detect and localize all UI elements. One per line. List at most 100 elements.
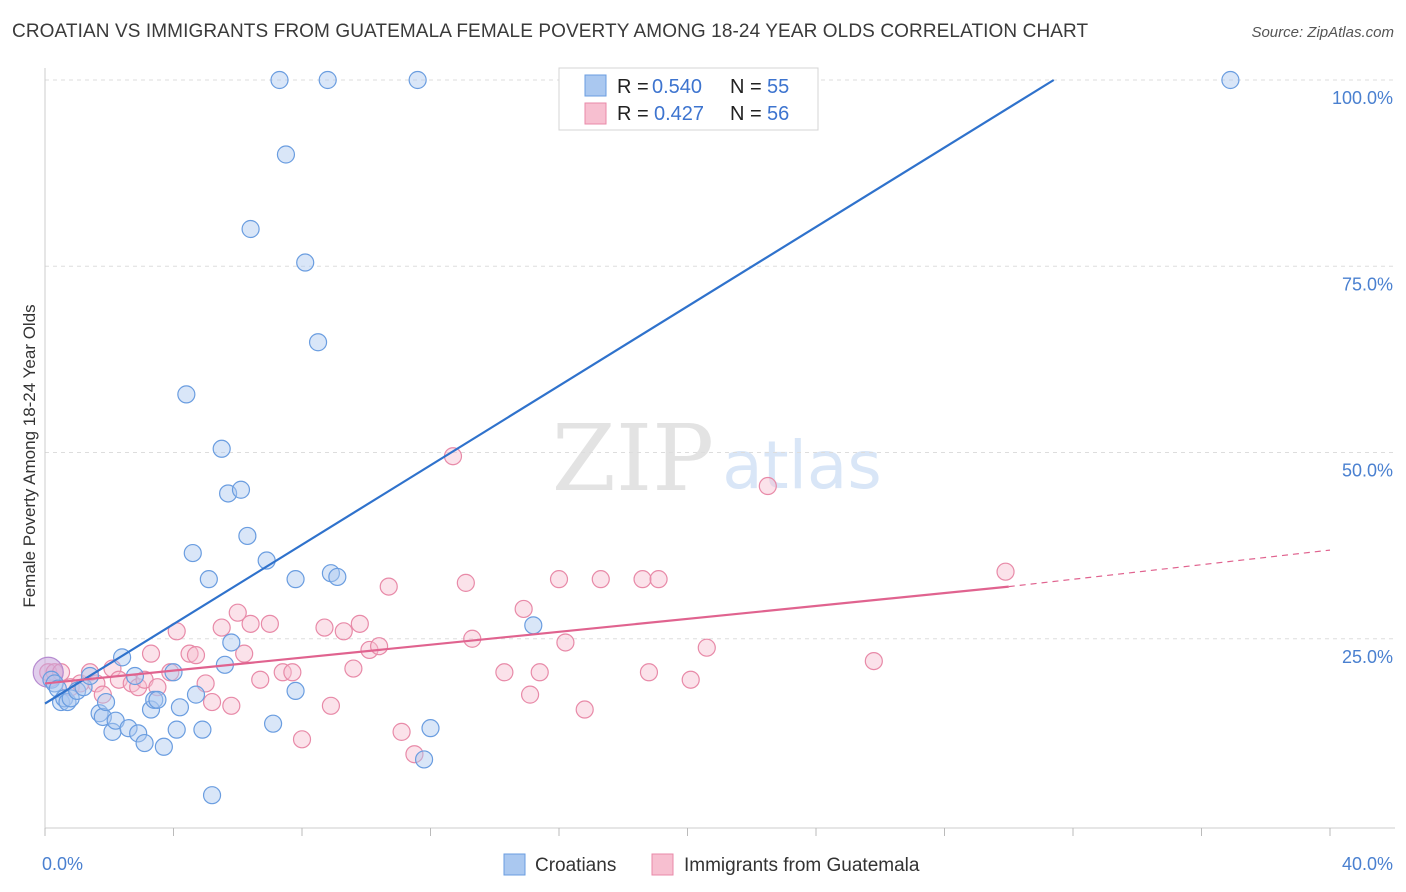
guatemala-point bbox=[228, 603, 247, 622]
guatemala-point bbox=[315, 618, 334, 637]
croatians-point bbox=[276, 145, 296, 164]
croatians-point bbox=[135, 733, 154, 753]
guatemala-point bbox=[251, 670, 270, 689]
croatians-trend-line bbox=[44, 79, 1055, 705]
bottom-legend-swatch-croatians bbox=[503, 853, 526, 876]
croatians-point bbox=[222, 633, 241, 652]
guatemala-point bbox=[556, 633, 575, 652]
croatians-point bbox=[186, 685, 206, 704]
guatemala-point bbox=[186, 646, 206, 665]
trend-lines bbox=[44, 79, 1331, 705]
bottom-legend-label-guatemala: Immigrants from Guatemala bbox=[684, 855, 920, 876]
guatemala-point bbox=[758, 476, 777, 496]
croatians-point bbox=[408, 70, 427, 90]
guatemala-point bbox=[681, 670, 700, 689]
axes bbox=[44, 68, 1395, 836]
guatemala-point bbox=[549, 570, 569, 589]
croatians-point bbox=[148, 690, 167, 709]
croatians-point bbox=[414, 750, 434, 769]
legend-swatch-croatians bbox=[584, 74, 607, 97]
legend-n-value-2: 56 bbox=[767, 103, 789, 125]
guatemala-point bbox=[350, 614, 369, 633]
guatemala-point bbox=[321, 696, 341, 715]
guatemala-point bbox=[639, 663, 659, 682]
croatians-point bbox=[202, 786, 222, 805]
guatemala-point bbox=[283, 663, 302, 682]
croatians-point bbox=[328, 567, 347, 587]
y-axis-title: Female Poverty Among 18-24 Year Olds bbox=[20, 304, 39, 607]
guatemala-point bbox=[370, 637, 389, 656]
croatians-point bbox=[177, 385, 196, 404]
x-tick-label: 40.0% bbox=[1342, 854, 1393, 874]
guatemala-point bbox=[344, 659, 363, 678]
legend-r-label-1: R = bbox=[617, 76, 649, 98]
croatians-point bbox=[170, 698, 190, 717]
guatemala-point bbox=[241, 614, 260, 633]
legend-r-label-2: R = bbox=[617, 103, 649, 125]
guatemala-point bbox=[514, 599, 533, 619]
croatians-point bbox=[1221, 70, 1240, 90]
guatemala-point bbox=[530, 663, 549, 682]
croatians-point bbox=[61, 689, 80, 708]
guatemala-point bbox=[260, 614, 279, 633]
chart-title: CROATIAN VS IMMIGRANTS FROM GUATEMALA FE… bbox=[12, 21, 1089, 42]
legend-n-label-1: N = bbox=[730, 76, 762, 98]
x-tick-label: 0.0% bbox=[42, 854, 83, 874]
croatians-point bbox=[183, 543, 202, 563]
croatians-point bbox=[241, 219, 260, 239]
bottom-legend-label-croatians: Croatians bbox=[535, 855, 616, 876]
watermark-zip: ZIP bbox=[552, 405, 714, 512]
croatians-point bbox=[524, 616, 543, 635]
croatians-point bbox=[308, 333, 328, 352]
y-tick-label: 25.0% bbox=[1342, 647, 1393, 667]
guatemala-point bbox=[575, 700, 594, 719]
guatemala-point bbox=[235, 644, 254, 663]
bottom-legend-swatch-guatemala bbox=[651, 853, 674, 876]
croatians-point bbox=[421, 719, 440, 738]
guatemala-trend-extension bbox=[1008, 549, 1331, 588]
croatians-point bbox=[141, 700, 161, 719]
guatemala-point bbox=[392, 722, 411, 741]
croatians-point bbox=[296, 253, 315, 272]
guatemala-trend-line bbox=[44, 585, 1009, 685]
guatemala-point bbox=[129, 678, 148, 697]
guatemala-point bbox=[222, 696, 241, 715]
y-tick-label: 75.0% bbox=[1342, 274, 1393, 294]
watermark: ZIP atlas bbox=[552, 405, 882, 512]
y-tick-labels: 100.0% 75.0% 50.0% 25.0% bbox=[1332, 88, 1393, 667]
croatians-point bbox=[286, 570, 305, 589]
legend: R = 0.540 N = 55 R = 0.427 N = 56 bbox=[558, 67, 819, 131]
legend-n-value-1: 55 bbox=[767, 76, 789, 98]
guatemala-point bbox=[212, 618, 231, 637]
x-tick-labels: 0.0% 40.0% bbox=[42, 854, 1393, 874]
croatians-point bbox=[96, 692, 116, 712]
croatians-point bbox=[238, 526, 257, 546]
guatemala-point bbox=[864, 651, 883, 671]
croatians-point bbox=[270, 70, 289, 90]
guatemala-point bbox=[520, 685, 540, 704]
source-label: Source: ZipAtlas.com bbox=[1251, 24, 1394, 41]
croatians-point bbox=[263, 714, 283, 733]
guatemala-point bbox=[379, 577, 398, 596]
croatians-point bbox=[167, 720, 186, 739]
guatemala-point bbox=[456, 573, 475, 592]
guatemala-point bbox=[697, 638, 716, 657]
guatemala-point bbox=[495, 663, 514, 682]
series-guatemala-points bbox=[32, 447, 1015, 764]
legend-r-value-2: 0.427 bbox=[654, 103, 704, 125]
y-tick-label: 50.0% bbox=[1342, 461, 1393, 481]
guatemala-point bbox=[202, 692, 222, 712]
croatians-point bbox=[286, 681, 305, 701]
guatemala-point bbox=[463, 629, 482, 648]
guatemala-point bbox=[273, 663, 292, 682]
croatians-point bbox=[164, 663, 183, 682]
guatemala-point bbox=[405, 745, 424, 764]
croatians-point bbox=[199, 570, 218, 589]
guatemala-point bbox=[180, 644, 199, 663]
croatians-point bbox=[212, 439, 231, 458]
croatians-point bbox=[154, 737, 173, 756]
croatians-point bbox=[318, 70, 337, 90]
guatemala-point bbox=[141, 644, 161, 663]
guatemala-point bbox=[334, 622, 353, 641]
